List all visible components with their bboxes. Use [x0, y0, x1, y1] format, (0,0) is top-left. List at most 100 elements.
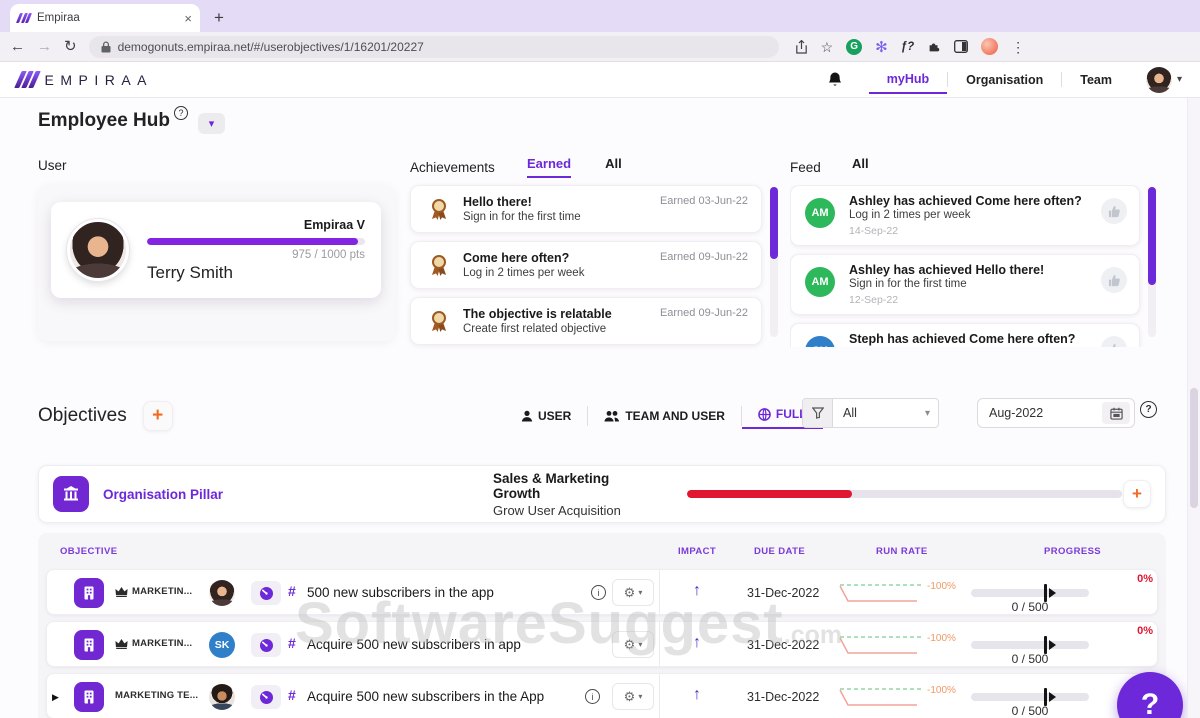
achievement-title: Come here often?	[463, 251, 570, 265]
run-rate-value: -100%	[927, 633, 956, 644]
user-profile-photo	[67, 219, 129, 281]
nav-team[interactable]: Team	[1080, 72, 1112, 87]
function-extension-icon[interactable]: ƒ?	[900, 40, 915, 53]
col-run-rate: RUN RATE	[876, 545, 928, 557]
feed-scrollbar[interactable]	[1148, 187, 1156, 285]
empiraa-logo[interactable]: EMPIRAA	[14, 71, 153, 88]
objectives-title: Objectives	[38, 405, 127, 426]
progress-slider-handle[interactable]	[1044, 584, 1056, 602]
pillar-add-button[interactable]: +	[1123, 480, 1151, 508]
progress-value: 0 / 500	[1011, 704, 1049, 718]
assignee-avatar-initials: SK	[209, 632, 235, 658]
group-icon	[604, 411, 620, 422]
row-settings-dropdown[interactable]: ⚙ ▾	[612, 683, 654, 710]
achievement-card[interactable]: Hello there! Sign in for the first time …	[410, 185, 762, 233]
help-fab-button[interactable]: ?	[1117, 672, 1183, 718]
objective-row[interactable]: ▶ MARKETIN... #	[46, 569, 1158, 615]
business-unit-icon	[74, 578, 104, 608]
share-icon[interactable]	[795, 39, 808, 54]
browser-profile-avatar[interactable]	[981, 38, 999, 55]
tab-close-icon[interactable]: ×	[184, 10, 192, 26]
account-menu[interactable]: ▾	[1145, 66, 1182, 93]
run-rate-chart: -100%	[835, 679, 965, 718]
notifications-bell-icon[interactable]	[827, 71, 843, 88]
tab-feed-all[interactable]: All	[852, 156, 869, 171]
col-progress: PROGRESS	[1044, 545, 1102, 557]
side-panel-icon[interactable]	[954, 40, 969, 53]
browser-menu-icon[interactable]: ⋮	[1011, 38, 1026, 55]
nav-organisation[interactable]: Organisation	[966, 72, 1044, 87]
user-name: Terry Smith	[147, 262, 233, 282]
achievement-title: The objective is relatable	[463, 307, 612, 321]
info-icon[interactable]: i	[591, 585, 606, 600]
nav-myhub[interactable]: myHub	[868, 66, 948, 94]
progress-slider[interactable]	[971, 636, 1089, 654]
objective-row[interactable]: ▶ MARKETING TE... #	[46, 673, 1158, 718]
run-rate-chart: -100%	[835, 575, 965, 616]
green-extension-icon[interactable]: G	[846, 38, 863, 55]
calendar-icon[interactable]	[1102, 402, 1130, 424]
like-button[interactable]	[1101, 267, 1127, 293]
feed-card[interactable]: AM Ashley has achieved Come here often? …	[790, 185, 1140, 246]
gear-icon: ⚙	[623, 584, 636, 600]
new-tab-button[interactable]: +	[214, 8, 224, 27]
achievements-scrollbar[interactable]	[770, 187, 778, 259]
flower-extension-icon[interactable]: ✻	[875, 38, 888, 56]
forward-icon[interactable]: →	[37, 38, 52, 55]
progress-slider[interactable]	[971, 688, 1089, 706]
date-picker-input[interactable]: Aug-2022	[977, 398, 1135, 428]
page-help-icon[interactable]: ?	[173, 106, 188, 120]
view-team-and-user[interactable]: TEAM AND USER	[588, 405, 741, 427]
hash-icon: #	[288, 635, 296, 651]
progress-slider-handle[interactable]	[1044, 688, 1056, 706]
back-icon[interactable]: ←	[10, 38, 25, 55]
progress-slider[interactable]	[971, 584, 1089, 602]
reload-icon[interactable]: ↻	[64, 38, 77, 55]
run-rate-value: -100%	[927, 581, 956, 592]
progress-slider-handle[interactable]	[1044, 636, 1056, 654]
row-settings-dropdown[interactable]: ⚙ ▾	[612, 579, 654, 606]
due-date: 31-Dec-2022	[747, 586, 820, 600]
organisation-pillar-card[interactable]: Organisation Pillar Sales & Marketing Gr…	[38, 465, 1166, 523]
tab-achievements-earned[interactable]: Earned	[527, 156, 572, 178]
page-switcher-chevron-icon[interactable]: ▾	[197, 113, 225, 134]
like-button[interactable]	[1101, 336, 1127, 347]
info-icon[interactable]: i	[585, 689, 600, 704]
address-bar[interactable]: demogonuts.empiraa.net/#/userobjectives/…	[88, 35, 779, 58]
metric-type-chip	[251, 633, 281, 657]
page-content: Employee Hub ? ▾ User Empiraa V 975 / 10…	[0, 98, 1200, 718]
feed-item-title: Steph has achieved Come here often?	[849, 332, 1076, 346]
impact-up-arrow-icon: ↑	[693, 582, 701, 599]
view-user[interactable]: USER	[505, 405, 587, 427]
objective-row[interactable]: ▶ MARKETIN... SK #	[46, 621, 1158, 667]
feed-card[interactable]: SK Steph has achieved Come here often? L…	[790, 323, 1140, 347]
bookmark-star-icon[interactable]: ☆	[820, 38, 834, 55]
pillar-subtitle: Grow User Acquisition	[493, 502, 621, 518]
user-points-progressbar	[147, 237, 365, 245]
add-objective-button[interactable]: +	[142, 401, 173, 431]
objectives-help-icon[interactable]: ?	[1140, 401, 1157, 418]
browser-tab[interactable]: Empiraa ×	[10, 4, 200, 32]
feed-item-subtitle: Sign in for the first time	[849, 278, 967, 290]
view-full[interactable]: FULL	[741, 403, 823, 429]
due-date: 31-Dec-2022	[747, 690, 820, 704]
objectives-filter-select[interactable]: All ▾	[802, 398, 939, 428]
puzzle-extensions-icon[interactable]	[927, 40, 941, 54]
page-scrollbar[interactable]	[1187, 98, 1200, 718]
assignee-avatar	[209, 580, 235, 606]
medal-icon	[432, 199, 446, 220]
metric-type-chip	[251, 685, 281, 709]
settings-chevron-down-icon: ▾	[638, 588, 643, 597]
feed-card[interactable]: AM Ashley has achieved Hello there! Sign…	[790, 254, 1140, 315]
user-card: Empiraa V 975 / 1000 pts Terry Smith	[38, 185, 395, 341]
like-button[interactable]	[1101, 198, 1127, 224]
expand-row-icon[interactable]: ▶	[52, 692, 59, 702]
row-settings-dropdown[interactable]: ⚙ ▾	[612, 631, 654, 658]
tab-achievements-all[interactable]: All	[605, 156, 622, 171]
settings-chevron-down-icon: ▾	[638, 640, 643, 649]
achievement-card[interactable]: Come here often? Log in 2 times per week…	[410, 241, 762, 289]
logo-slashes-icon	[14, 71, 41, 88]
user-points: 975 / 1000 pts	[292, 248, 365, 261]
achievement-card[interactable]: The objective is relatable Create first …	[410, 297, 762, 345]
